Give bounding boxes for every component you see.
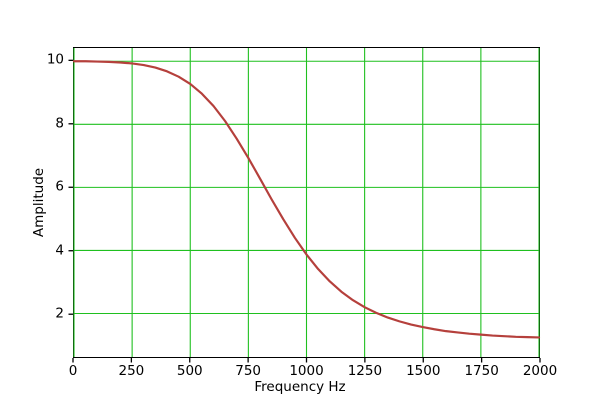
y-tick-label: 10	[46, 51, 64, 68]
x-tick-label: 0	[68, 363, 78, 379]
x-tick-label: 1500	[406, 363, 441, 379]
x-axis-label: Frequency Hz	[254, 379, 346, 395]
x-tick-label: 500	[176, 363, 203, 379]
y-tick-label: 6	[55, 178, 64, 195]
x-tick-label: 1750	[464, 363, 499, 379]
series-line	[72, 60, 541, 339]
plot-area	[72, 47, 541, 358]
data-series-group	[72, 60, 541, 339]
y-tick-label: 2	[55, 305, 64, 322]
plot-canvas	[72, 48, 541, 357]
x-tick-label: 750	[235, 363, 262, 379]
x-tick-label: 250	[118, 363, 145, 379]
vertical-gridlines	[73, 48, 540, 357]
y-axis-label: Amplitude	[31, 167, 47, 238]
y-tick-label: 8	[55, 115, 64, 132]
x-tick-label: 2000	[522, 363, 558, 379]
x-tick-label: 1250	[347, 363, 383, 379]
horizontal-gridlines	[74, 60, 539, 315]
x-tick-label: 1000	[289, 363, 324, 379]
y-tick-label: 4	[55, 241, 64, 258]
